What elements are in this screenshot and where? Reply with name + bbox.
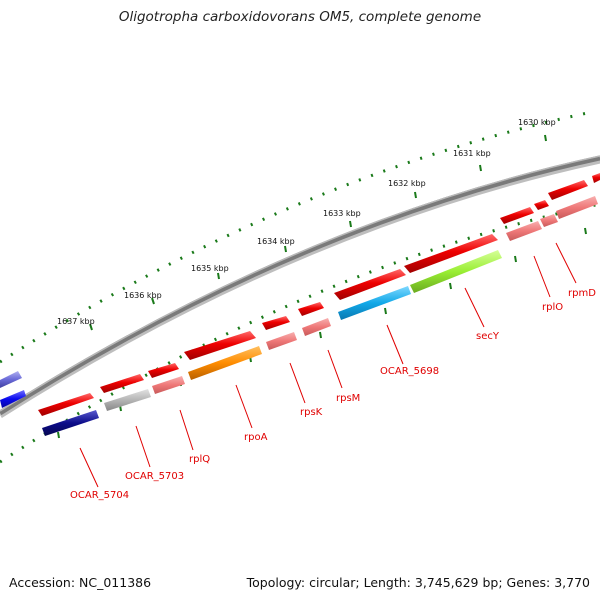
gene-label-OCAR_5698: OCAR_5698 xyxy=(380,366,439,377)
feature-pink-rpsM xyxy=(302,318,331,336)
feature-cyan xyxy=(338,286,411,320)
feature-navy xyxy=(42,410,99,436)
gene-labels: OCAR_5704 OCAR_5703 rplQ rpoA rpsK rpsM … xyxy=(70,288,596,501)
genome-summary-text: Topology: circular; Length: 3,745,629 bp… xyxy=(246,575,590,590)
gene-arrow-rpoA xyxy=(184,331,256,360)
gene-label-rpoA: rpoA xyxy=(244,432,268,443)
gene-label-rplQ: rplQ xyxy=(189,454,210,465)
leader-OCAR_5704 xyxy=(79,447,99,488)
kbp-label: 1637 kbp xyxy=(57,317,95,326)
feature-pink-rpmD xyxy=(540,214,558,227)
gene-arrow-OCAR_5703 xyxy=(100,374,144,393)
gene-label-OCAR_5704: OCAR_5704 xyxy=(70,490,129,501)
kbp-label: 1631 kbp xyxy=(453,149,491,158)
minor-tick xyxy=(449,282,452,290)
kbp-label: 1633 kbp xyxy=(323,209,361,218)
gene-arrow-rpsK xyxy=(262,316,290,330)
leader-OCAR_5698 xyxy=(386,324,404,365)
gene-arrow-rplQ xyxy=(148,363,179,378)
feature-orange xyxy=(188,346,262,380)
outer-major-ticks xyxy=(89,134,547,331)
major-tick xyxy=(151,297,155,305)
label-leaders xyxy=(79,242,577,488)
gene-label-rpsK: rpsK xyxy=(300,407,323,418)
leader-rpsK xyxy=(289,362,306,404)
gene-label-rplO: rplO xyxy=(542,302,563,313)
major-tick xyxy=(479,164,482,172)
genome-backbone xyxy=(0,155,600,418)
gene-label-secY: secY xyxy=(476,331,500,342)
minor-tick xyxy=(584,227,587,235)
major-tick xyxy=(217,272,220,280)
minor-tick xyxy=(514,255,517,263)
map-title: Oligotropha carboxidovorans OM5, complet… xyxy=(118,9,482,25)
kbp-label: 1634 kbp xyxy=(257,237,295,246)
gene-arrow-secY xyxy=(404,234,498,273)
gene-arrow-OCAR_5698 xyxy=(334,269,406,300)
feature-gray xyxy=(104,389,151,411)
feature-pink-right xyxy=(556,196,598,219)
kbp-labels: 1637 kbp 1636 kbp 1635 kbp 1634 kbp 1633… xyxy=(57,118,556,326)
gene-arrow-red-edge xyxy=(592,173,600,183)
kbp-label: 1636 kbp xyxy=(124,291,162,300)
leader-rpsM xyxy=(327,349,343,389)
feature-pink-rplO xyxy=(506,221,542,241)
gene-arrow-red-right xyxy=(548,180,588,200)
kbp-label: 1632 kbp xyxy=(388,179,426,188)
minor-tick xyxy=(319,331,322,339)
feature-lime xyxy=(410,250,502,293)
leader-rplQ xyxy=(179,409,194,451)
gene-arrow-rpmD xyxy=(534,200,549,210)
gene-label-rpmD: rpmD xyxy=(568,288,596,299)
kbp-label: 1630 kbp xyxy=(518,118,556,127)
gene-arrow-slate xyxy=(0,371,22,388)
outer-kbp-ruler xyxy=(0,110,593,364)
feature-pink-rplQ xyxy=(152,376,185,394)
inner-ruler xyxy=(0,202,600,464)
leader-OCAR_5703 xyxy=(135,425,151,468)
leader-secY xyxy=(464,287,485,328)
major-tick xyxy=(284,245,287,253)
gene-arrow-OCAR_5704 xyxy=(38,393,94,416)
gene-arrow-rplO xyxy=(500,207,534,224)
gene-label-rpsM: rpsM xyxy=(336,393,360,404)
leader-rplO xyxy=(533,255,551,298)
gene-track-lower xyxy=(42,196,598,436)
major-tick xyxy=(89,323,93,331)
gene-track-upper xyxy=(0,173,600,416)
major-tick xyxy=(349,220,352,228)
gene-arrow-rpsM xyxy=(298,302,324,316)
minor-tick xyxy=(384,307,387,315)
major-tick xyxy=(414,191,417,199)
kbp-label: 1635 kbp xyxy=(191,264,229,273)
minor-tick xyxy=(57,431,60,439)
major-tick xyxy=(544,134,547,142)
leader-rpmD xyxy=(555,242,577,284)
accession-text: Accession: NC_011386 xyxy=(9,575,152,590)
gene-arrow-blue xyxy=(0,390,26,408)
gene-label-OCAR_5703: OCAR_5703 xyxy=(125,471,184,482)
leader-rpoA xyxy=(235,384,253,429)
feature-pink-rpsK xyxy=(266,332,297,350)
